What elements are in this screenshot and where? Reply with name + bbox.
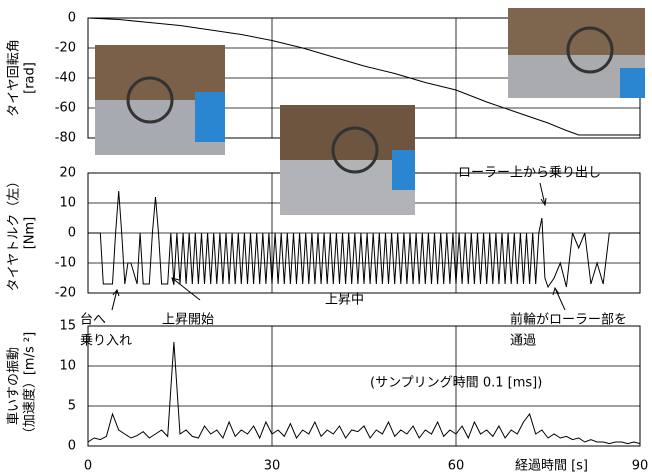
y-tick-label: 10 (59, 196, 76, 211)
annotation: 上昇中 (325, 293, 364, 308)
annotation: 乗り入れ (80, 334, 132, 349)
y-tick-label: -20 (55, 286, 76, 301)
y-tick-label: -20 (55, 41, 76, 56)
annotation: 台へ (80, 313, 106, 328)
photo (280, 105, 415, 215)
y-axis-label: タイヤ回転角 (7, 39, 22, 117)
annotation: 前輪がローラー部を (510, 312, 627, 328)
y-tick-label: 5 (68, 399, 76, 414)
annotation: ローラー上から乗り出し (458, 166, 601, 181)
photo (508, 8, 645, 98)
photo (95, 45, 225, 155)
x-tick-label: 30 (264, 459, 281, 474)
x-tick-label: 90 (632, 459, 649, 474)
x-tick-label: 0 (84, 459, 92, 474)
y-tick-label: -80 (55, 131, 76, 146)
y-tick-label: 0 (68, 11, 76, 26)
chart: 0 -20 -40 -60 -80 タイヤ回転角[rad] 20 10 0 -10 -20 タイヤトル… (0, 0, 652, 476)
y-axis-label: [rad] (23, 62, 38, 94)
y-tick-label: -10 (55, 256, 76, 271)
annotation: 通過 (510, 334, 536, 349)
annotation: (サンプリング時間 0.1 [ms]) (370, 376, 542, 391)
y-tick-label: 0 (68, 226, 76, 241)
y-axis-label: （加速度）[m/s ²] (22, 332, 38, 440)
y-tick-label: 15 (59, 319, 76, 334)
x-tick-label: 60 (448, 459, 465, 474)
x-axis-label: 経過時間 [s] (515, 459, 588, 474)
annotation: 上昇開始 (162, 313, 214, 328)
y-axis-label: 車いすの振動 (7, 347, 22, 425)
y-tick-label: 10 (59, 359, 76, 374)
y-tick-label: -60 (55, 101, 76, 116)
y-tick-label: 0 (68, 439, 76, 454)
y-axis-label: [Nm] (23, 217, 38, 250)
y-tick-label: 20 (59, 166, 76, 181)
y-axis-label: タイヤトルク（左） (7, 175, 22, 292)
y-tick-label: -40 (55, 71, 76, 86)
